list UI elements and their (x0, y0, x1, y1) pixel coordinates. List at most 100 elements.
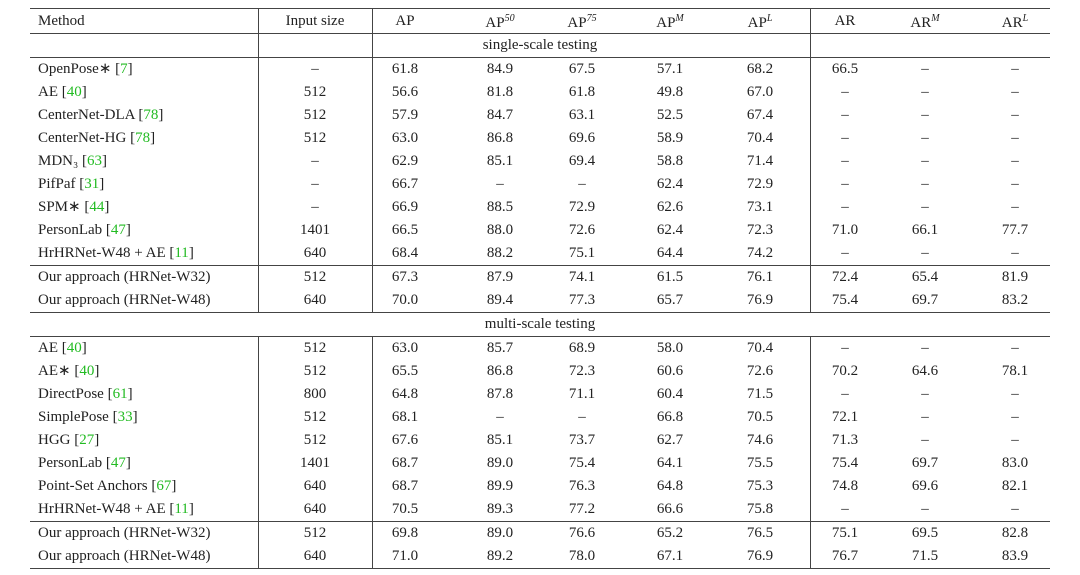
method-name: OpenPose∗ (38, 61, 112, 77)
citation: 78 (135, 130, 151, 146)
column-header: AP75 (567, 9, 596, 33)
header-sup: 75 (586, 13, 597, 24)
cell: 65.5 (391, 363, 419, 379)
cell: 56.6 (391, 84, 419, 100)
cell: 72.9 (568, 199, 596, 215)
cell: 61.8 (568, 84, 596, 100)
column-rule (258, 57, 259, 312)
cell: 72.1 (831, 409, 859, 425)
column-header: ARL (1002, 9, 1028, 33)
cell: 66.1 (911, 222, 939, 238)
cell: 71.5 (746, 386, 774, 402)
cell: 78.1 (1001, 363, 1029, 379)
cell: 71.3 (831, 432, 859, 448)
column-header: APM (656, 9, 684, 33)
cell: 67.6 (391, 432, 419, 448)
cell: – (921, 245, 929, 261)
cell: 69.6 (568, 130, 596, 146)
cell: – (496, 409, 504, 425)
cell: 73.1 (746, 199, 774, 215)
method-cell: SPM∗ [44] (38, 199, 110, 215)
method-name: HrHRNet-W48 + AE (38, 501, 166, 517)
cell: 62.4 (656, 222, 684, 238)
citation: 47 (110, 455, 126, 471)
method-cell: HrHRNet-W48 + AE [11] (38, 501, 194, 517)
citation: 44 (89, 199, 105, 215)
cell: – (921, 501, 929, 517)
cell: 72.3 (746, 222, 774, 238)
method-cell: AE [40] (38, 340, 87, 356)
cell: – (311, 199, 319, 215)
cell: 86.8 (486, 130, 514, 146)
cell: 67.0 (746, 84, 774, 100)
cell: 60.4 (656, 386, 684, 402)
header-text: Method (38, 13, 85, 29)
cell: 68.4 (391, 245, 419, 261)
cell: 800 (303, 386, 327, 402)
cell: 82.8 (1001, 525, 1029, 541)
cell: 62.9 (391, 153, 419, 169)
cell: – (921, 107, 929, 123)
cell: 75.4 (831, 292, 859, 308)
method-name: SimplePose (38, 409, 109, 425)
rule (30, 312, 1050, 313)
cell: 512 (303, 525, 327, 541)
cell: 75.3 (746, 478, 774, 494)
cell: 76.9 (746, 292, 774, 308)
cell: – (841, 199, 849, 215)
method-cell: Our approach (HRNet-W32) (38, 267, 210, 287)
header-text: AR (834, 13, 856, 29)
rule (30, 336, 1050, 337)
cell: 83.2 (1001, 292, 1029, 308)
cell: – (1011, 84, 1019, 100)
cell: 512 (303, 409, 327, 425)
method-name: Our approach (HRNet-W32) (38, 525, 211, 541)
cell: 69.7 (911, 455, 939, 471)
cell: 512 (303, 432, 327, 448)
cell: 87.9 (486, 269, 514, 285)
column-header: AP50 (485, 9, 514, 33)
citation: 11 (174, 501, 189, 517)
cell: 58.9 (656, 130, 684, 146)
method-cell: Our approach (HRNet-W32) (38, 523, 210, 543)
method-name: DirectPose (38, 386, 104, 402)
header-sup: L (1022, 13, 1029, 24)
cell: 89.4 (486, 292, 514, 308)
cell: – (578, 409, 586, 425)
cell: 83.0 (1001, 455, 1029, 471)
cell: 62.6 (656, 199, 684, 215)
cell: 75.5 (746, 455, 774, 471)
citation: 31 (84, 176, 100, 192)
header-text: AP (485, 15, 505, 31)
header-sup: M (931, 13, 940, 24)
cell: 76.5 (746, 525, 774, 541)
citation: 40 (66, 340, 82, 356)
cell: 63.1 (568, 107, 596, 123)
cell: – (921, 153, 929, 169)
column-header: AR (835, 11, 856, 31)
cell: 57.1 (656, 61, 684, 77)
cell: 70.4 (746, 130, 774, 146)
cell: 66.5 (391, 222, 419, 238)
cell: – (1011, 61, 1019, 77)
cell: – (311, 153, 319, 169)
cell: 89.0 (486, 455, 514, 471)
header-sup: L (766, 13, 773, 24)
method-name: AE (38, 84, 58, 100)
cell: 69.6 (911, 478, 939, 494)
cell: 85.1 (486, 432, 514, 448)
cell: 71.0 (831, 222, 859, 238)
cell: 78.0 (568, 548, 596, 564)
cell: 69.7 (911, 292, 939, 308)
method-cell: Our approach (HRNet-W48) (38, 546, 210, 566)
cell: 62.7 (656, 432, 684, 448)
cell: 68.7 (391, 455, 419, 471)
cell: – (1011, 409, 1019, 425)
cell: 63.0 (391, 130, 419, 146)
method-cell: AE∗ [40] (38, 363, 100, 379)
citation: 47 (110, 222, 126, 238)
cell: 71.0 (391, 548, 419, 564)
citation: 11 (174, 245, 189, 261)
cell: 67.1 (656, 548, 684, 564)
